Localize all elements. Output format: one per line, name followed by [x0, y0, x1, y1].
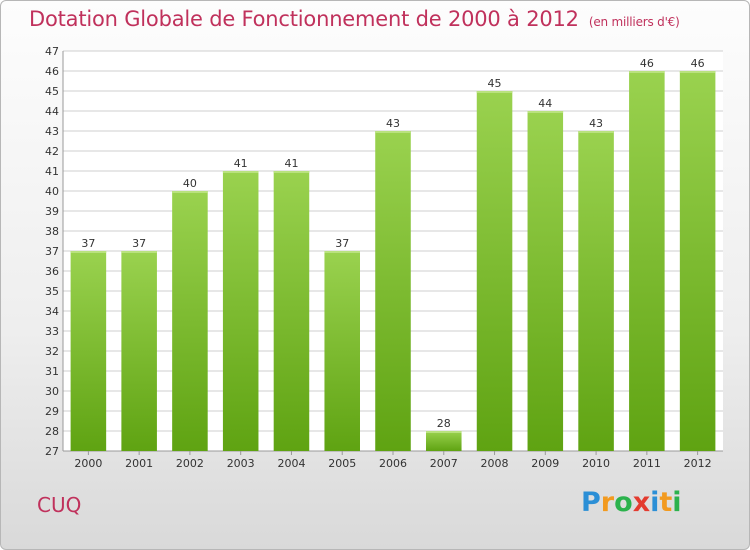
x-tick-label: 2004 — [277, 457, 305, 470]
bar — [426, 431, 462, 451]
bar-top-highlight — [527, 111, 564, 113]
y-tick-label: 45 — [45, 85, 59, 98]
logo-letter: i — [672, 487, 682, 518]
data-label: 37 — [81, 237, 95, 250]
bar — [70, 251, 107, 451]
y-tick-label: 29 — [45, 405, 59, 418]
data-label: 41 — [234, 157, 248, 170]
bar-top-highlight — [426, 431, 462, 433]
y-tick-label: 41 — [45, 165, 59, 178]
bar — [172, 191, 208, 451]
x-tick-label: 2008 — [481, 457, 509, 470]
bar — [679, 71, 716, 451]
y-tick-label: 42 — [45, 145, 59, 158]
bar — [273, 171, 310, 451]
y-tick-label: 38 — [45, 225, 59, 238]
bar-top-highlight — [70, 251, 107, 253]
bar — [121, 251, 157, 451]
x-tick-label: 2011 — [633, 457, 661, 470]
y-tick-label: 35 — [45, 285, 59, 298]
y-tick-label: 37 — [45, 245, 59, 258]
x-tick-label: 2005 — [328, 457, 356, 470]
data-label: 43 — [589, 117, 603, 130]
bar-top-highlight — [476, 91, 513, 93]
logo-letter: o — [614, 487, 633, 518]
bar-top-highlight — [273, 171, 310, 173]
bar-top-highlight — [172, 191, 208, 193]
x-axis: 2000 2001 2002 2003 2004 2005 2006 2007 2008 2009… — [74, 451, 712, 470]
y-tick-label: 32 — [45, 345, 59, 358]
y-tick-label: 44 — [45, 105, 59, 118]
logo-letter: r — [600, 487, 615, 518]
bar — [222, 171, 259, 451]
data-label: 28 — [437, 417, 451, 430]
bar-top-highlight — [222, 171, 259, 173]
commune-name: CUQ — [37, 493, 82, 517]
bars: 37 37 40 41 41 37 43 28 45 44 43 46 46 — [70, 57, 716, 451]
chart-title: Dotation Globale de Fonctionnement de 20… — [29, 7, 680, 31]
bar — [324, 251, 360, 451]
data-label: 43 — [386, 117, 400, 130]
y-tick-label: 47 — [45, 45, 59, 58]
bar — [527, 111, 564, 451]
logo-letter: P — [581, 487, 601, 518]
bar-top-highlight — [324, 251, 360, 253]
data-label: 46 — [640, 57, 654, 70]
bar — [375, 131, 411, 451]
bar-top-highlight — [121, 251, 157, 253]
bar — [578, 131, 614, 451]
y-tick-label: 39 — [45, 205, 59, 218]
x-tick-label: 2006 — [379, 457, 407, 470]
bar — [476, 91, 513, 451]
x-tick-label: 2012 — [684, 457, 712, 470]
chart-title-text: Dotation Globale de Fonctionnement de 20… — [29, 7, 579, 31]
data-label: 41 — [284, 157, 298, 170]
y-tick-label: 30 — [45, 385, 59, 398]
y-tick-label: 28 — [45, 425, 59, 438]
data-label: 44 — [538, 97, 552, 110]
x-tick-label: 2009 — [531, 457, 559, 470]
bar-top-highlight — [679, 71, 716, 73]
data-label: 37 — [132, 237, 146, 250]
y-tick-label: 34 — [45, 305, 59, 318]
bar-top-highlight — [629, 71, 665, 73]
x-tick-label: 2001 — [125, 457, 153, 470]
data-label: 40 — [183, 177, 197, 190]
y-tick-label: 33 — [45, 325, 59, 338]
logo-letter: x — [632, 487, 651, 518]
y-tick-label: 36 — [45, 265, 59, 278]
chart-unit: (en milliers d'€) — [588, 15, 680, 29]
bar-top-highlight — [375, 131, 411, 133]
x-tick-label: 2000 — [74, 457, 102, 470]
y-tick-label: 31 — [45, 365, 59, 378]
x-tick-label: 2002 — [176, 457, 204, 470]
y-tick-label: 43 — [45, 125, 59, 138]
y-tick-label: 40 — [45, 185, 59, 198]
x-tick-label: 2010 — [582, 457, 610, 470]
bar-top-highlight — [578, 131, 614, 133]
x-tick-label: 2003 — [227, 457, 255, 470]
data-label: 45 — [488, 77, 502, 90]
logo-letter: i — [650, 487, 660, 518]
y-tick-label: 46 — [45, 65, 59, 78]
data-label: 37 — [335, 237, 349, 250]
x-tick-label: 2007 — [430, 457, 458, 470]
data-label: 46 — [691, 57, 705, 70]
logo-letter: t — [659, 487, 673, 518]
y-tick-label: 27 — [45, 445, 59, 458]
proxiti-logo: Proxiti — [581, 487, 682, 518]
bar — [629, 71, 665, 451]
